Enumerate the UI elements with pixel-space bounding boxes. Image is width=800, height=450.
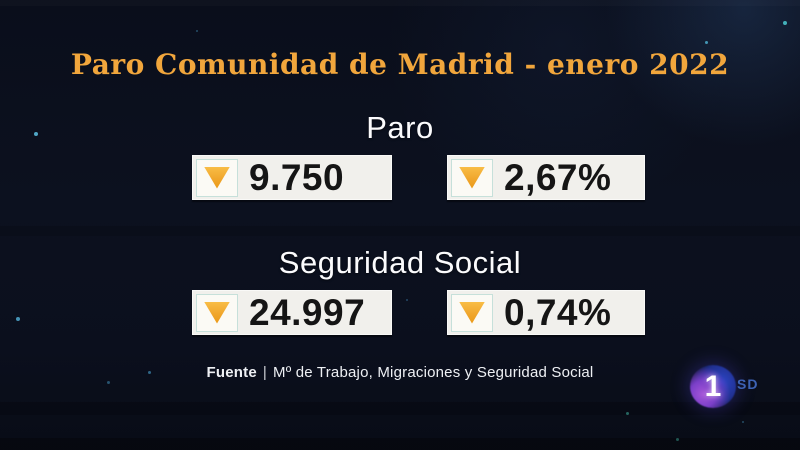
channel-logo-glow	[690, 365, 736, 408]
stat-box-paro-absolute: 9.750	[192, 155, 392, 200]
star-dot	[107, 381, 110, 384]
stat-value: 2,67%	[504, 157, 612, 198]
star-dot	[676, 438, 679, 441]
decrease-indicator-cell	[451, 158, 493, 197]
star-dot	[196, 30, 198, 32]
arrow-down-icon	[204, 166, 230, 189]
sd-quality-badge: SD	[737, 376, 759, 392]
section-heading-seguridad-social: Seguridad Social	[278, 245, 522, 280]
star-dot	[406, 299, 408, 301]
page-title: Paro Comunidad de Madrid - enero 2022	[70, 48, 730, 81]
decrease-indicator-cell	[451, 293, 493, 332]
star-dot	[626, 412, 629, 415]
star-dot	[16, 317, 20, 321]
arrow-down-icon	[459, 301, 485, 324]
arrow-down-icon	[204, 301, 230, 324]
source-separator: |	[262, 364, 267, 381]
source-line: Fuente | Mº de Trabajo, Migraciones y Segu…	[0, 364, 800, 381]
source-label: Fuente	[206, 364, 257, 381]
stat-value: 24.997	[249, 292, 366, 333]
stat-box-paro-percent: 2,67%	[447, 155, 645, 200]
arrow-down-icon	[459, 166, 485, 189]
source-text: Mº de Trabajo, Migraciones y Seguridad S…	[273, 364, 594, 381]
star-dot	[783, 21, 787, 25]
decrease-indicator-cell	[196, 158, 238, 197]
decrease-indicator-cell	[196, 293, 238, 332]
stat-box-seguridad-absolute: 24.997	[192, 290, 392, 335]
section-heading-paro: Paro	[366, 110, 434, 145]
stat-box-seguridad-percent: 0,74%	[447, 290, 645, 335]
star-dot	[705, 41, 708, 44]
stat-value: 9.750	[249, 157, 345, 198]
star-dot	[742, 421, 744, 423]
stat-value: 0,74%	[504, 292, 612, 333]
channel-logo-la1: 1	[704, 370, 722, 403]
